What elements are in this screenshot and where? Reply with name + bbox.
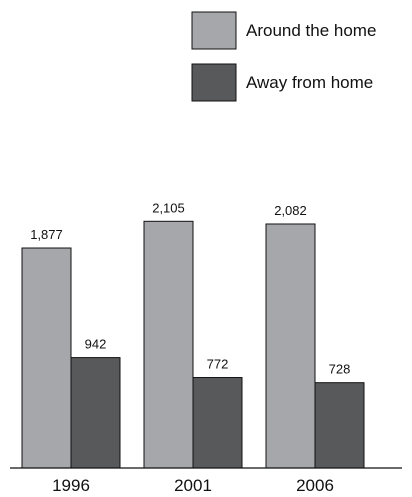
legend: Around the home Away from home [191, 11, 376, 102]
bar-1996-series-1 [21, 247, 72, 469]
data-label-2006-series-1: 2,082 [274, 203, 307, 218]
bar-2006-series-2 [314, 382, 365, 469]
bars [21, 220, 365, 469]
x-tick-label-1996: 1996 [52, 476, 90, 495]
data-labels: 1,877 942 2,105 772 2,082 728 [30, 200, 350, 376]
legend-label-1: Around the home [246, 21, 376, 40]
bar-2001-series-2 [192, 377, 243, 469]
x-tick-label-2006: 2006 [296, 476, 334, 495]
bar-2001-series-1 [143, 220, 194, 469]
x-tick-label-2001: 2001 [174, 476, 212, 495]
x-axis-ticks: 1996 2001 2006 [52, 476, 334, 495]
legend-label-2: Away from home [246, 73, 373, 92]
bar-1996-series-2 [70, 357, 121, 469]
data-label-2001-series-2: 772 [207, 357, 229, 372]
bar-2006-series-1 [265, 223, 316, 469]
data-label-2001-series-1: 2,105 [152, 200, 185, 215]
data-label-2006-series-2: 728 [329, 362, 351, 377]
legend-swatch-2 [191, 63, 237, 102]
legend-swatch-1 [191, 11, 237, 50]
data-label-1996-series-1: 1,877 [30, 227, 63, 242]
data-label-1996-series-2: 942 [85, 337, 107, 352]
